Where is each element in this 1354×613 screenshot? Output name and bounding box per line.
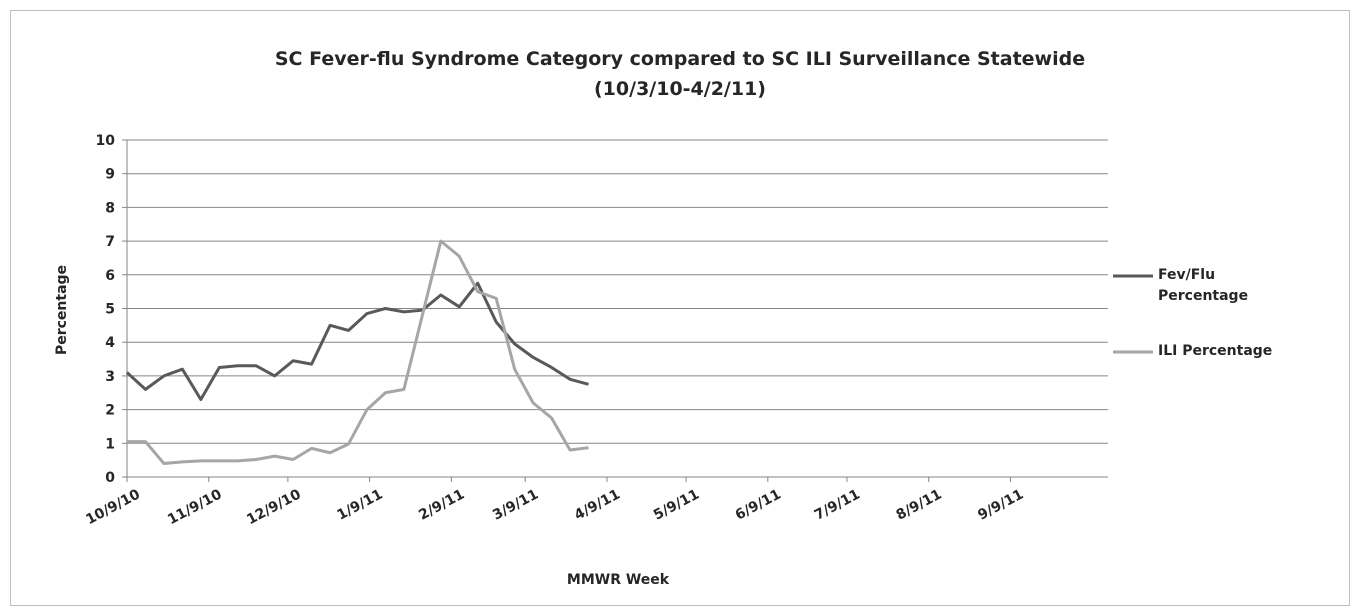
x-tick-label: 10/9/10 bbox=[83, 486, 143, 528]
legend-label: Fev/Flu Percentage bbox=[1158, 267, 1249, 304]
y-tick-label: 1 bbox=[105, 436, 115, 452]
y-tick-label: 0 bbox=[105, 470, 115, 486]
x-tick-label: 4/9/11 bbox=[572, 486, 623, 523]
x-tick-label: 7/9/11 bbox=[812, 486, 863, 523]
series-line bbox=[125, 281, 589, 401]
chart-title: SC Fever-flu Syndrome Category compared … bbox=[274, 48, 1086, 100]
y-tick-label: 9 bbox=[105, 167, 115, 183]
x-tick-label: 3/9/11 bbox=[490, 486, 541, 523]
x-tick-label: 11/9/10 bbox=[165, 486, 225, 528]
x-tick-label: 6/9/11 bbox=[733, 486, 784, 523]
legend-label: ILI Percentage bbox=[1158, 343, 1273, 359]
x-tick-label: 1/9/11 bbox=[335, 486, 386, 523]
x-tick-label: 2/9/11 bbox=[416, 486, 467, 523]
x-tick-label: 8/9/11 bbox=[894, 486, 945, 523]
y-tick-label: 2 bbox=[105, 403, 115, 419]
y-tick-label: 4 bbox=[105, 335, 115, 351]
y-tick-label: 6 bbox=[105, 268, 115, 284]
y-tick-label: 7 bbox=[105, 234, 115, 250]
y-tick-label: 10 bbox=[96, 133, 116, 149]
y-tick-label: 8 bbox=[105, 200, 115, 216]
y-tick-label: 5 bbox=[105, 302, 115, 318]
y-tick-label: 3 bbox=[105, 369, 115, 385]
x-tick-label: 9/9/11 bbox=[975, 486, 1026, 523]
y-axis-label: Percentage bbox=[54, 265, 70, 355]
x-tick-label: 12/9/10 bbox=[244, 486, 304, 528]
chart-frame bbox=[10, 10, 1350, 606]
x-axis-label: MMWR Week bbox=[567, 572, 670, 588]
series-line bbox=[127, 239, 589, 466]
x-tick-label: 5/9/11 bbox=[651, 486, 702, 523]
